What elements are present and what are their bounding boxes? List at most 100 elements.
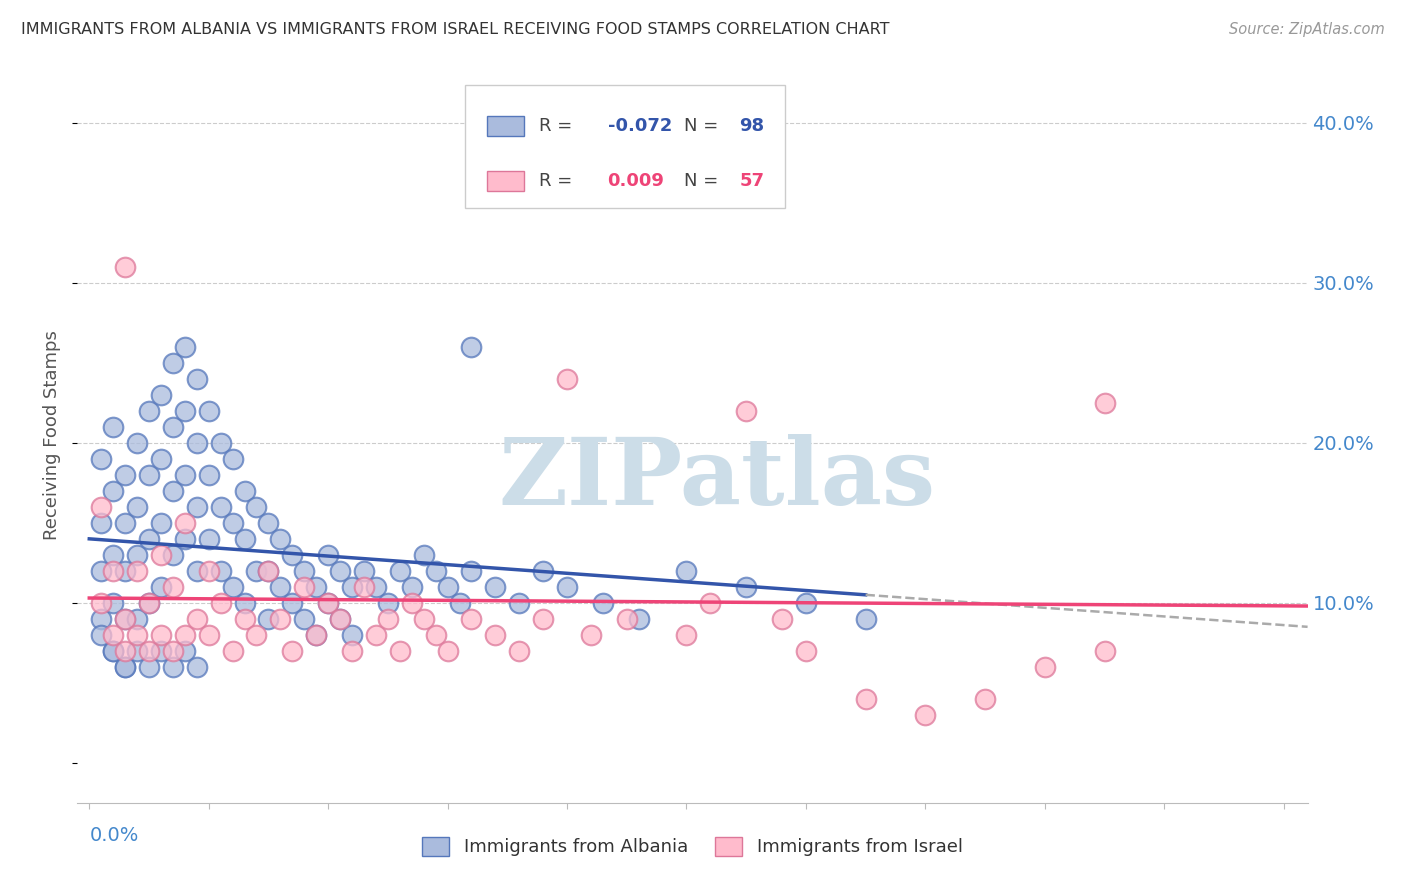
Point [484, 628, 506, 642]
Point [125, 612, 148, 626]
Point [162, 420, 184, 434]
Point [305, 628, 328, 642]
Point [90, 628, 112, 642]
Point [257, 564, 280, 578]
Point [627, 612, 650, 626]
Point [245, 564, 267, 578]
Point [186, 612, 208, 626]
Point [138, 596, 160, 610]
Point [125, 548, 148, 562]
Point [305, 628, 328, 642]
Point [340, 580, 363, 594]
Bar [486, 116, 524, 136]
Point [101, 596, 124, 610]
Point [388, 564, 411, 578]
Point [460, 340, 482, 354]
Point [316, 596, 339, 610]
Point [735, 580, 758, 594]
Point [1094, 396, 1116, 410]
Point [531, 612, 554, 626]
Point [114, 612, 136, 626]
Point [149, 388, 172, 402]
Point [221, 580, 243, 594]
Point [125, 500, 148, 514]
Point [281, 644, 304, 658]
Point [197, 404, 219, 418]
Point [138, 532, 160, 546]
Point [412, 612, 434, 626]
Point [173, 340, 195, 354]
Point [316, 596, 339, 610]
Point [233, 612, 256, 626]
Point [162, 660, 184, 674]
Point [436, 644, 458, 658]
Point [114, 516, 136, 530]
Point [173, 467, 195, 482]
Point [401, 580, 423, 594]
Point [114, 467, 136, 482]
Point [90, 612, 112, 626]
Point [257, 564, 280, 578]
Point [257, 516, 280, 530]
Point [794, 596, 817, 610]
Point [197, 532, 219, 546]
Point [125, 564, 148, 578]
Bar [465, 86, 785, 208]
Point [125, 435, 148, 450]
Point [173, 404, 195, 418]
Legend: Immigrants from Albania, Immigrants from Israel: Immigrants from Albania, Immigrants from… [415, 830, 970, 863]
Y-axis label: Receiving Food Stamps: Receiving Food Stamps [44, 330, 62, 540]
Point [114, 564, 136, 578]
Point [114, 644, 136, 658]
Point [292, 612, 315, 626]
Point [197, 564, 219, 578]
Point [149, 451, 172, 466]
Point [555, 580, 578, 594]
Point [90, 500, 112, 514]
Point [340, 628, 363, 642]
Point [90, 451, 112, 466]
Point [353, 580, 375, 594]
Point [233, 532, 256, 546]
Point [101, 644, 124, 658]
Point [770, 612, 793, 626]
Point [138, 467, 160, 482]
Point [377, 596, 399, 610]
Point [281, 596, 304, 610]
Point [1033, 660, 1056, 674]
Point [149, 580, 172, 594]
Point [508, 596, 530, 610]
Text: 0.009: 0.009 [607, 172, 665, 190]
Point [114, 660, 136, 674]
Point [138, 596, 160, 610]
Point [699, 596, 721, 610]
Point [329, 612, 352, 626]
Point [101, 644, 124, 658]
Point [855, 691, 877, 706]
Point [436, 580, 458, 594]
Point [186, 564, 208, 578]
Point [101, 628, 124, 642]
Text: 98: 98 [740, 117, 765, 135]
Point [101, 420, 124, 434]
Point [114, 660, 136, 674]
Point [508, 644, 530, 658]
Point [353, 564, 375, 578]
Point [531, 564, 554, 578]
Point [149, 644, 172, 658]
Point [592, 596, 614, 610]
Point [233, 483, 256, 498]
Point [316, 548, 339, 562]
Point [269, 580, 291, 594]
Point [149, 628, 172, 642]
Point [281, 548, 304, 562]
Point [257, 612, 280, 626]
Point [101, 564, 124, 578]
Point [186, 500, 208, 514]
Point [292, 580, 315, 594]
Point [209, 435, 232, 450]
Point [449, 596, 471, 610]
Text: Source: ZipAtlas.com: Source: ZipAtlas.com [1229, 22, 1385, 37]
Point [221, 516, 243, 530]
Point [364, 580, 387, 594]
